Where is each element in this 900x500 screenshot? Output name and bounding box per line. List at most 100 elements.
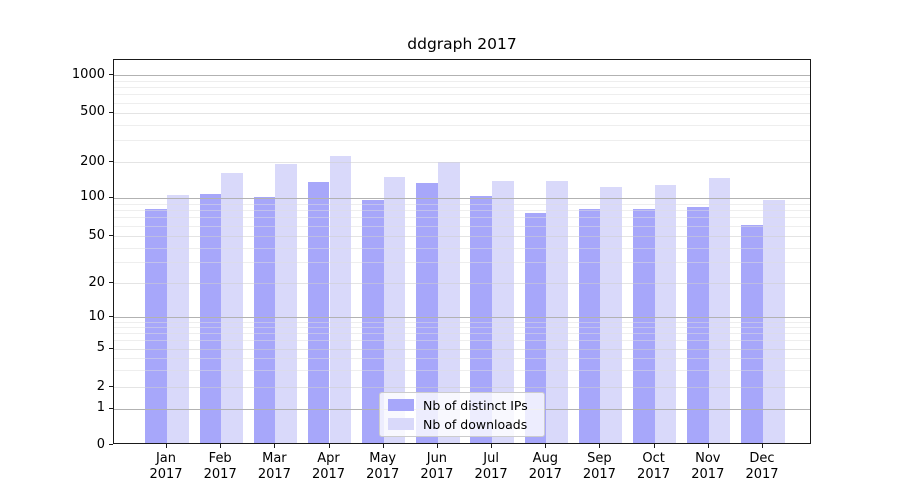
gridline-3 [114,370,810,372]
x-tick-label-aug: Aug 2017 [528,451,562,482]
x-tick-label-feb: Feb 2017 [203,451,237,482]
y-tick-mark-100 [109,196,113,198]
y-tick-label-100: 100 [80,189,105,205]
x-tick-label-jul: Jul 2017 [474,451,508,482]
y-tick-label-1000: 1000 [71,66,105,82]
y-tick-mark-2 [109,386,113,387]
y-tick-label-200: 200 [80,153,105,169]
x-tick-mark-jun [436,444,438,448]
bar-downloads-dec [763,199,785,443]
x-tick-mark-jan [166,444,167,448]
x-tick-mark-may [382,444,384,448]
y-tick-mark-500 [109,111,113,113]
y-tick-mark-5 [109,347,113,349]
x-tick-label-dec: Dec 2017 [745,451,779,482]
y-tick-label-10: 10 [88,308,105,324]
x-tick-label-may: May 2017 [366,451,400,482]
bar-downloads-sep [600,187,623,443]
bar-downloads-oct [654,184,677,443]
bar-distinct-ips-mar [253,196,276,443]
gridline-5 [114,348,810,350]
legend-swatch-downloads [388,418,414,430]
bar-distinct-ips-jul [470,196,493,443]
y-tick-mark-50 [109,235,113,236]
gridline-200 [114,162,810,163]
gridline-800 [114,87,810,89]
x-tick-mark-nov [707,444,709,448]
legend: Nb of distinct IPs Nb of downloads [379,392,545,437]
y-tick-mark-10 [109,316,113,317]
x-tick-mark-dec [762,444,763,448]
bar-distinct-ips-sep [578,209,601,443]
x-tick-label-jun: Jun 2017 [420,451,454,482]
gridline-6 [114,340,810,342]
gridline-40 [114,247,810,249]
x-tick-label-mar: Mar 2017 [257,451,291,482]
bar-distinct-ips-may [362,199,384,443]
y-tick-label-2: 2 [96,378,105,394]
legend-label-downloads: Nb of downloads [423,416,528,432]
bar-downloads-jan [167,195,189,443]
x-tick-mark-feb [220,444,222,448]
x-tick-label-apr: Apr 2017 [311,451,346,482]
gridline-4 [114,358,810,359]
gridline-30 [114,262,810,264]
gridline-90 [114,203,810,205]
x-tick-label-nov: Nov 2017 [691,451,725,482]
gridline-2 [114,387,810,388]
gridline-500 [114,112,810,114]
y-tick-mark-0 [109,444,113,445]
gridline-70 [114,217,810,219]
legend-entry-distinct-ips: Nb of distinct IPs [388,398,536,413]
x-tick-mark-aug [545,444,547,448]
legend-entry-downloads: Nb of downloads [388,417,536,432]
gridline-20 [114,283,810,285]
bar-downloads-mar [275,163,298,443]
chart-title: ddgraph 2017 [407,35,517,53]
gridline-400 [114,124,810,126]
legend-swatch-distinct-ips [388,399,414,411]
bar-downloads-feb [221,172,243,443]
x-tick-mark-apr [328,444,330,448]
bar-distinct-ips-apr [307,181,330,443]
y-tick-label-500: 500 [80,104,105,120]
bar-downloads-aug [546,180,568,443]
plot-area [113,59,811,444]
x-tick-mark-oct [653,444,655,448]
gridline-700 [114,94,810,96]
bar-downloads-jul [492,181,514,443]
bar-distinct-ips-nov [687,207,709,443]
y-tick-label-1: 1 [96,400,105,416]
x-tick-label-jan: Jan 2017 [149,451,183,482]
gridline-900 [114,80,810,82]
y-tick-mark-1 [109,407,113,409]
y-tick-mark-1000 [109,74,113,75]
bar-downloads-nov [708,177,731,443]
x-tick-label-oct: Oct 2017 [637,451,671,482]
gridline-10 [114,317,810,318]
x-tick-mark-sep [599,444,601,448]
gridline-7 [114,333,810,335]
bar-distinct-ips-oct [632,209,655,443]
x-tick-mark-mar [274,444,276,448]
gridline-80 [114,210,810,211]
y-tick-label-0: 0 [96,436,105,452]
y-tick-label-50: 50 [88,227,105,243]
gridline-8 [114,327,810,329]
gridline-50 [114,236,810,237]
gridline-300 [114,140,810,142]
bar-downloads-jun [437,161,460,443]
bar-distinct-ips-feb [199,193,222,443]
gridline-1000 [114,75,810,76]
bar-downloads-apr [329,156,352,443]
gridline-60 [114,225,810,227]
y-tick-label-5: 5 [96,340,105,356]
y-tick-mark-20 [109,282,113,284]
x-tick-mark-jul [491,444,493,448]
y-tick-label-20: 20 [88,274,105,290]
gridline-100 [114,197,810,199]
gridline-600 [114,102,810,104]
bar-distinct-ips-jan [145,209,167,443]
bar-downloads-may [383,177,406,443]
